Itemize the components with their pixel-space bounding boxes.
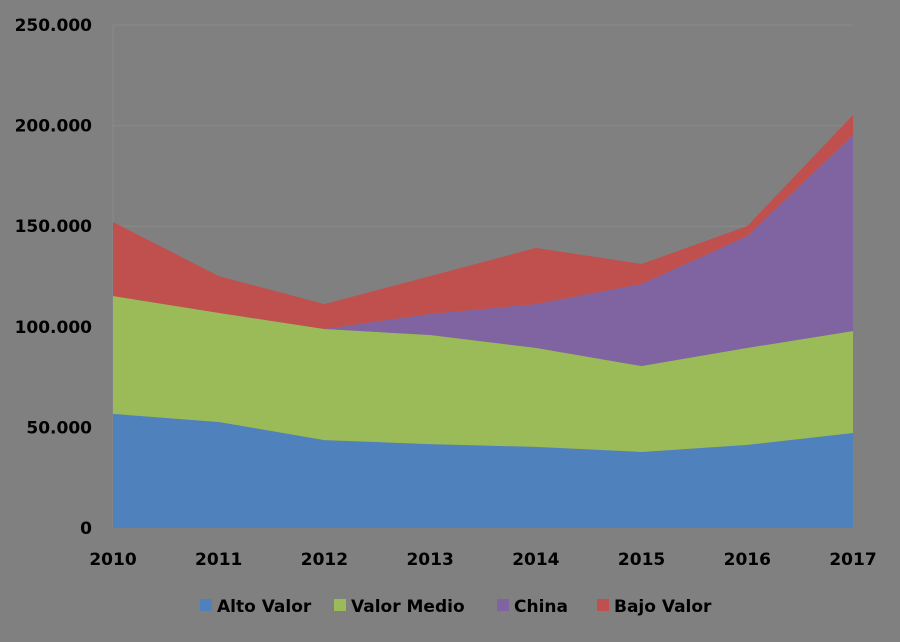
areas — [113, 114, 853, 528]
area-alto-valor — [113, 413, 853, 528]
legend: Alto Valor Valor Medio China Bajo Valor — [200, 597, 712, 617]
area-valor-medio — [113, 296, 853, 452]
legend-swatch — [497, 599, 509, 611]
legend-item: China — [497, 597, 568, 617]
y-tick-label: 0 — [80, 519, 92, 539]
area-china — [113, 135, 853, 367]
x-tick-label: 2013 — [406, 550, 453, 570]
area-bajo-valor — [113, 114, 853, 330]
legend-label: China — [514, 597, 568, 617]
legend-item: Valor Medio — [334, 597, 465, 617]
legend-label: Bajo Valor — [614, 597, 712, 617]
x-tick-label: 2014 — [512, 550, 559, 570]
legend-label: Alto Valor — [217, 597, 312, 617]
x-tick-label: 2012 — [301, 550, 348, 570]
y-tick-label: 100.000 — [15, 318, 93, 338]
legend-item: Alto Valor — [200, 597, 312, 617]
y-tick-label: 150.000 — [15, 217, 93, 237]
y-tick-label: 200.000 — [15, 117, 93, 137]
x-axis-ticks: 2010 2011 2012 2013 2014 2015 2016 2017 — [89, 550, 876, 570]
x-tick-label: 2015 — [618, 550, 665, 570]
x-tick-label: 2016 — [724, 550, 771, 570]
legend-swatch — [200, 599, 212, 611]
x-tick-label: 2017 — [829, 550, 876, 570]
legend-swatch — [334, 599, 346, 611]
y-axis-ticks: 0 50.000 100.000 150.000 200.000 250.000 — [15, 16, 93, 539]
x-tick-label: 2010 — [89, 550, 136, 570]
y-tick-label: 50.000 — [26, 418, 92, 438]
x-tick-label: 2011 — [195, 550, 242, 570]
legend-swatch — [597, 599, 609, 611]
legend-item: Bajo Valor — [597, 597, 712, 617]
y-tick-label: 250.000 — [15, 16, 93, 36]
legend-label: Valor Medio — [351, 597, 465, 617]
